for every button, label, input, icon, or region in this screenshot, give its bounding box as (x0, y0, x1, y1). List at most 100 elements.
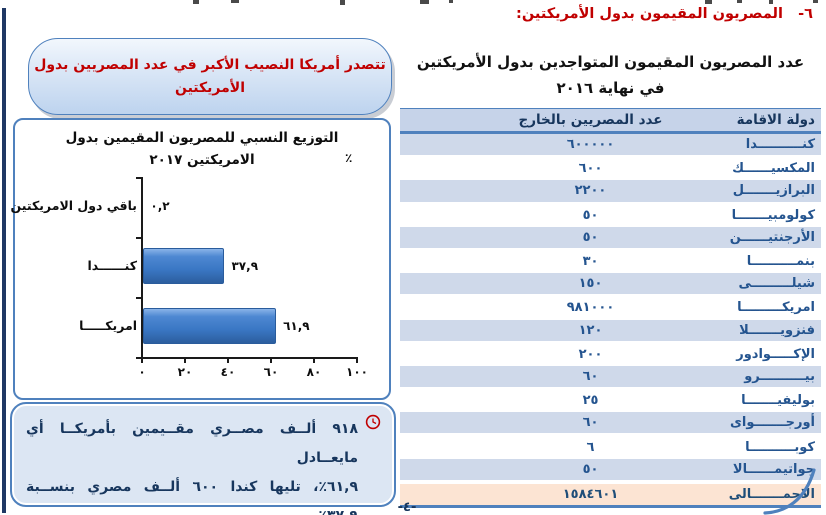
chart-bar (143, 248, 225, 284)
chart-title-line2: الامريكتين ٢٠١٧ (149, 152, 255, 168)
page-left-border (2, 8, 6, 513)
cell-count: ٦٠٠٠٠٠ (566, 137, 615, 153)
y-axis-line (141, 177, 143, 357)
chart-value-label: ٦١,٩ (283, 319, 310, 333)
y-axis-tick (136, 177, 141, 179)
note-line: ٦١,٩٪، تليها كندا ٦٠٠ ألــف مصري بنســبة… (26, 479, 358, 515)
chart-title-line1: التوزيع النسبي للمصريون المقيمين بدول (65, 130, 339, 146)
cell-country: فنزويـــــــلا (739, 322, 815, 338)
x-axis-line (141, 357, 358, 359)
cell-country: امريكـــــــــا (737, 300, 815, 316)
cell-count: ١٢٠ (578, 322, 603, 338)
chart-category-label: امريكـــــا (79, 318, 137, 333)
cell-country: الاجمـــــــالى (728, 486, 815, 502)
cell-country: البرازيـــــــل (732, 183, 815, 199)
cell-country: الأرجنتيــــــن (729, 229, 815, 245)
cell-count: ٦٠٠ (578, 161, 603, 177)
table-total-row: الاجمـــــــالى ١٥٨٤٦٠١ (400, 481, 821, 505)
header-country: دولة الاقامة (736, 112, 815, 128)
x-axis-tick-label: ١٠٠ (346, 365, 368, 379)
chart-bar (143, 308, 277, 344)
callout-text-line2: الأمريكتين (174, 79, 246, 96)
x-axis-tick-label: ٤٠ (220, 365, 236, 379)
page-number: -٤- (397, 500, 417, 515)
cell-count: ٦٠ (582, 368, 599, 384)
table-row: جواتيمــــــالا ٥٠ (400, 458, 821, 482)
countries-table: دولة الاقامة عدد المصريين بالخارج كنــــ… (400, 108, 821, 505)
table-row: شيلـــــــــى ١٥٠ (400, 273, 821, 297)
note-line: ٩١٨ ألــف مصــري مقــيمين بأمريكــا أي م… (26, 421, 358, 466)
x-axis-tick-label: ٢٠ (177, 365, 193, 379)
y-axis-tick (136, 297, 141, 299)
x-axis-tick (227, 357, 229, 363)
callout-box: تتصدر أمريكا النصيب الأكبر في عدد المصري… (28, 38, 392, 115)
cell-count: ٢٠٠ (578, 346, 603, 362)
table-row: أورجـــــــواى ٦٠ (400, 412, 821, 436)
cell-count: ٥٠ (582, 461, 599, 477)
table-row: الأرجنتيــــــن ٥٠ (400, 226, 821, 250)
x-axis-tick (184, 357, 186, 363)
note-box: ٩١٨ ألــف مصــري مقــيمين بأمريكــا أي م… (10, 402, 396, 515)
cell-country: شيلـــــــــى (738, 276, 815, 292)
table-row: بوليفيـــــــا ٢٥ (400, 389, 821, 412)
y-axis-tick (136, 237, 141, 239)
chart-unit-label: ٪ (345, 151, 353, 165)
table-row: كنــــــــــدا ٦٠٠٠٠٠ (400, 134, 821, 158)
table-title-line2: في نهاية ٢٠١٦ (556, 79, 665, 97)
table-row: فنزويـــــــلا ١٢٠ (400, 319, 821, 343)
x-axis-tick (141, 357, 143, 363)
x-axis-tick (356, 357, 358, 363)
table-bottom-rule (400, 505, 821, 508)
cell-country: كنــــــــــدا (745, 137, 815, 153)
cell-country: أورجـــــــواى (729, 415, 815, 431)
cell-country: جواتيمــــــالا (732, 461, 815, 477)
table-row: الإكـــــوادور ٢٠٠ (400, 343, 821, 366)
table-row: امريكـــــــــا ٩٨١٠٠٠ (400, 296, 821, 319)
chart-title: التوزيع النسبي للمصريون المقيمين بدول ال… (15, 127, 389, 171)
chart-category-label: كنــــــدا (87, 258, 137, 273)
cell-country: المكسيــــــك (732, 161, 815, 177)
header-count: عدد المصريين بالخارج (518, 112, 663, 128)
section-heading: ٦- المصريون المقيمون بدول الأمريكتين: (516, 6, 813, 22)
cell-country: الإكـــــوادور (736, 346, 815, 362)
cell-count: ٣٠ (582, 254, 599, 270)
x-axis-tick-label: ٨٠ (306, 365, 322, 379)
table-title-line1: عدد المصريون المقيمون المتواجدين بدول ال… (416, 53, 805, 71)
cell-count: ١٥٨٤٦٠١ (562, 486, 619, 502)
table-row: البرازيـــــــل ٢٢٠٠ (400, 180, 821, 204)
table-header-row: دولة الاقامة عدد المصريين بالخارج (400, 108, 821, 134)
cell-count: ٢٥ (582, 393, 599, 409)
table-row: كولومبيـــــــا ٥٠ (400, 204, 821, 227)
x-axis-tick-label: ٦٠ (263, 365, 279, 379)
y-axis-tick (136, 357, 141, 359)
x-axis-tick-label: ٠ (138, 365, 146, 379)
chart-value-label: ٠,٢ (150, 199, 170, 213)
clock-icon (365, 414, 381, 430)
cell-country: بنمــــــــــا (746, 254, 815, 270)
callout-text-line1: تتصدر أمريكا النصيب الأكبر في عدد المصري… (34, 56, 386, 73)
cell-count: ٥٠ (582, 207, 599, 223)
cell-country: كوبــــــــــا (745, 439, 815, 455)
chart-value-label: ٣٧,٩ (231, 259, 259, 273)
cell-count: ٩٨١٠٠٠ (566, 300, 615, 316)
table-row: بيــــــــــرو ٦٠ (400, 365, 821, 390)
cell-country: بيــــــــــرو (744, 368, 815, 384)
corner-swoosh (763, 468, 816, 515)
cell-count: ٢٢٠٠ (574, 183, 607, 199)
cell-country: بوليفيـــــــا (741, 393, 815, 409)
chart-panel: التوزيع النسبي للمصريون المقيمين بدول ال… (10, 118, 391, 400)
table-row: كوبــــــــــا ٦ (400, 435, 821, 458)
cell-count: ٦٠ (582, 415, 599, 431)
chart-category-label: باقي دول الامريكتين (10, 198, 137, 213)
cell-count: ١٥٠ (578, 276, 603, 292)
note-text: ٩١٨ ألــف مصــري مقــيمين بأمريكــا أي م… (26, 415, 358, 515)
x-axis-tick (313, 357, 315, 363)
cell-count: ٦ (586, 439, 595, 455)
table-row: بنمــــــــــا ٣٠ (400, 250, 821, 273)
table-body: كنــــــــــدا ٦٠٠٠٠٠ المكسيــــــك ٦٠٠ البر… (400, 134, 821, 505)
cell-country: كولومبيـــــــا (731, 207, 815, 223)
table-row: المكسيــــــك ٦٠٠ (400, 157, 821, 180)
cell-count: ٥٠ (582, 229, 599, 245)
x-axis-tick (270, 357, 272, 363)
